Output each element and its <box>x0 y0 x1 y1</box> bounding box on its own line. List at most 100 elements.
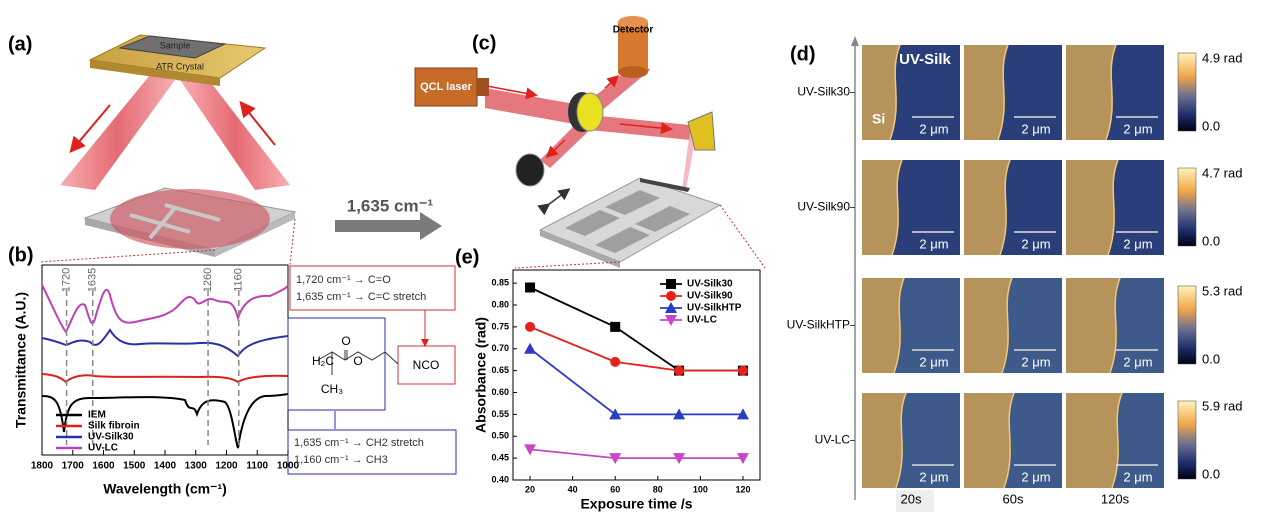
colorbar-min: 0.0 <box>1202 351 1220 366</box>
panel-c-illustration <box>415 16 765 268</box>
peak-label: 1720 <box>61 268 73 292</box>
spectra-curves <box>42 285 288 448</box>
substrate-region <box>964 160 1010 255</box>
scale-bar-label: 2 μm <box>1021 354 1050 369</box>
x-tick-label: 60 <box>610 484 620 494</box>
y-tick-label: 0.65 <box>491 365 509 375</box>
colorbar-min: 0.0 <box>1202 233 1220 248</box>
y-tick-label: 0.75 <box>491 321 509 331</box>
x-tick-label: 1400 <box>154 461 177 472</box>
y-axis-label: Transmittance (A.U.) <box>13 292 29 428</box>
figure: (a) Sample ATR Crystal 1,635 cm⁻¹ (c) De… <box>0 0 1264 512</box>
column-label: 60s <box>1003 491 1024 506</box>
series-line <box>530 327 743 371</box>
scale-bar-label: 2 μm <box>919 121 948 136</box>
process-arrow <box>335 212 442 240</box>
substrate-region <box>1066 278 1120 373</box>
y-axis-label: Absorbance (rad) <box>473 317 489 433</box>
colorbar <box>1178 286 1196 364</box>
x-tick-label: 1200 <box>215 461 238 472</box>
scale-bar-label: 2 μm <box>1021 469 1050 484</box>
scale-bar-label: 2 μm <box>1123 354 1152 369</box>
molecule-text: O <box>341 334 350 348</box>
arrow-label: 1,635 cm⁻¹ <box>347 196 434 215</box>
x-tick-label: 100 <box>693 484 708 494</box>
substrate-region <box>1066 160 1118 255</box>
legend-label: UV-Silk30 <box>88 432 134 443</box>
laser-label: QCL laser <box>420 81 472 93</box>
peak-label: 1260 <box>202 268 214 292</box>
colorbar-max: 4.9 rad <box>1202 50 1242 65</box>
colorbar <box>1178 53 1196 131</box>
panel-label: (e) <box>455 246 479 268</box>
scale-bar-label: 2 μm <box>919 236 948 251</box>
column-label: 20s <box>901 491 922 506</box>
x-tick-label: 1500 <box>123 461 146 472</box>
annotation-text: 1,635 cm⁻¹ → C=C stretch <box>296 291 426 303</box>
panel-label: (c) <box>472 32 496 54</box>
series-line <box>530 449 743 458</box>
legend-label: UV-Silk90 <box>687 291 733 302</box>
x-axis-label: Wavelength (cm⁻¹) <box>103 481 227 497</box>
scale-bar-label: 2 μm <box>1021 236 1050 251</box>
detector-label: Detector <box>613 25 654 36</box>
column-label: 120s <box>1101 491 1130 506</box>
sample-label: Sample <box>160 40 191 50</box>
molecule-text: NCO <box>413 358 440 372</box>
scale-bar-label: 2 μm <box>919 354 948 369</box>
peak-label: 1160 <box>233 268 245 292</box>
legend-label: IEM <box>88 410 106 421</box>
scale-bar-label: 2 μm <box>1123 121 1152 136</box>
y-tick-label: 0.85 <box>491 278 509 288</box>
substrate-region <box>964 393 1014 488</box>
legend-marker <box>666 291 676 301</box>
marker <box>674 366 684 376</box>
row-label: UV-SilkHTP <box>787 318 850 332</box>
panel-label: (a) <box>8 33 32 55</box>
panel-label: (d) <box>790 43 816 65</box>
y-tick-label: 0.70 <box>491 343 509 353</box>
legend-label: UV-LC <box>687 315 717 326</box>
molecule-text: H₂C <box>312 354 334 368</box>
y-tick-label: 0.80 <box>491 299 509 309</box>
marker <box>524 343 536 354</box>
legend-label: UV-LC <box>88 443 118 454</box>
annotation-text: 1,635 cm⁻¹ → CH2 stretch <box>294 437 424 449</box>
x-tick-label: 1800 <box>31 461 54 472</box>
scale-bar-label: 2 μm <box>1123 469 1152 484</box>
colorbar-max: 4.7 rad <box>1202 165 1242 180</box>
substrate-label: Si <box>872 111 885 127</box>
x-tick-label: 1300 <box>185 461 208 472</box>
axis-arrow-head <box>851 36 859 46</box>
x-tick-label: 120 <box>735 484 750 494</box>
scale-bar-label: 2 μm <box>1123 236 1152 251</box>
marker <box>525 322 535 332</box>
y-tick-label: 0.60 <box>491 387 509 397</box>
y-tick-label: 0.50 <box>491 431 509 441</box>
colorbar <box>1178 168 1196 246</box>
y-tick-label: 0.40 <box>491 474 509 484</box>
x-tick-label: 20 <box>525 484 535 494</box>
panel-label: (b) <box>8 244 34 266</box>
substrate-region <box>964 278 1012 373</box>
substrate-region <box>1066 45 1116 140</box>
marker <box>738 366 748 376</box>
row-label: UV-Silk90 <box>797 200 850 214</box>
marker <box>525 283 535 293</box>
x-axis-label: Exposure time /s <box>580 496 692 512</box>
molecule-text: CH₃ <box>321 382 343 396</box>
legend-label: UV-SilkHTP <box>687 303 742 314</box>
x-tick-label: 80 <box>653 484 663 494</box>
x-tick-label: 1700 <box>62 461 85 472</box>
peak-label: 1635 <box>87 268 99 292</box>
annotation-text: 1,720 cm⁻¹ → C=O <box>296 274 391 286</box>
scale-bar-label: 2 μm <box>919 469 948 484</box>
substrate-region <box>1066 393 1122 488</box>
scale-bar-label: 2 μm <box>1021 121 1050 136</box>
molecule-text: O <box>353 354 362 368</box>
x-tick-label: 40 <box>568 484 578 494</box>
colorbar-min: 0.0 <box>1202 118 1220 133</box>
marker <box>610 357 620 367</box>
x-tick-label: 1600 <box>92 461 115 472</box>
annotation-text: 1,160 cm⁻¹ → CH3 <box>294 454 388 466</box>
